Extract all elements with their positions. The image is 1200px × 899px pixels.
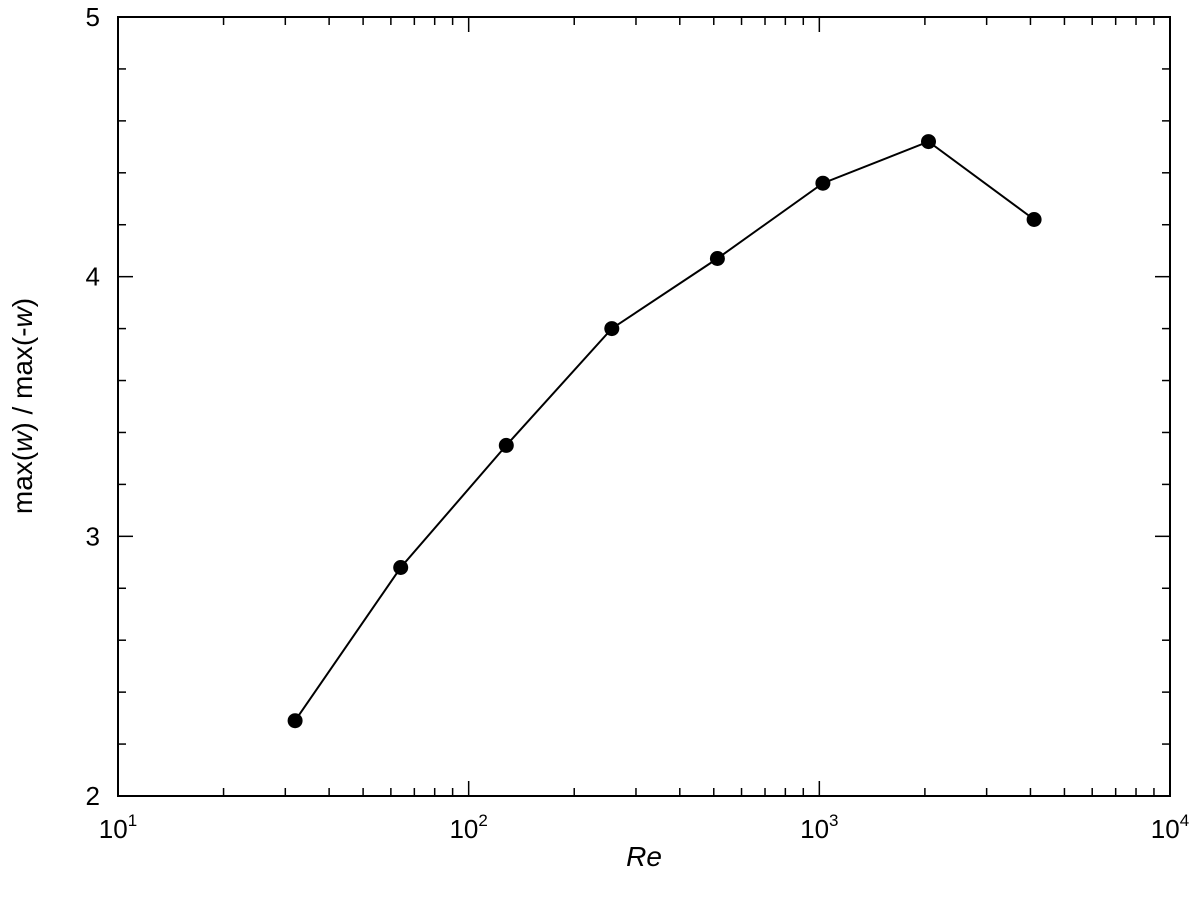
- data-point: [498, 437, 514, 453]
- y-axis-label-part: max(: [7, 451, 38, 514]
- data-point: [604, 321, 620, 337]
- plot-frame: [117, 16, 1171, 797]
- y-axis-label-part: w: [7, 305, 38, 327]
- x-tick-label-base: 10: [99, 814, 128, 844]
- data-points: [287, 134, 1042, 729]
- x-tick-label-base: 10: [1151, 814, 1180, 844]
- y-axis-label-part: w: [7, 430, 38, 452]
- y-tick-label: 4: [86, 262, 100, 292]
- x-tick-label: 101: [99, 811, 137, 844]
- x-tick-label: 104: [1151, 811, 1189, 844]
- series-line: [294, 140, 1035, 722]
- x-axis-label: Re: [626, 841, 662, 872]
- x-tick-label-exponent: 2: [478, 811, 487, 830]
- y-tick-labels: 2 3 4 5: [86, 2, 100, 811]
- data-point: [393, 560, 409, 575]
- x-tick-label-base: 10: [449, 814, 478, 844]
- data-point: [1026, 212, 1042, 227]
- y-tick-label: 3: [86, 521, 100, 551]
- major-ticks: [117, 16, 1171, 797]
- x-tick-label-exponent: 4: [1180, 811, 1189, 830]
- y-axis-label-part: ) / max(-: [7, 327, 38, 431]
- x-tick-label-exponent: 1: [128, 811, 137, 830]
- data-point: [921, 134, 936, 150]
- x-tick-label-exponent: 3: [829, 811, 838, 830]
- data-point: [815, 175, 831, 191]
- data-point: [709, 251, 725, 266]
- y-axis-label: max(w) / max(-w): [7, 298, 38, 514]
- x-tick-label: 102: [449, 811, 487, 844]
- x-tick-labels: 101 102 103 104: [99, 811, 1189, 844]
- y-tick-label: 2: [86, 781, 100, 811]
- y-axis-label-part: ): [7, 298, 38, 307]
- y-tick-label: 5: [86, 2, 100, 32]
- minor-ticks: [118, 17, 1170, 796]
- x-tick-label-base: 10: [800, 814, 829, 844]
- x-tick-label: 103: [800, 811, 838, 844]
- data-point: [287, 713, 303, 729]
